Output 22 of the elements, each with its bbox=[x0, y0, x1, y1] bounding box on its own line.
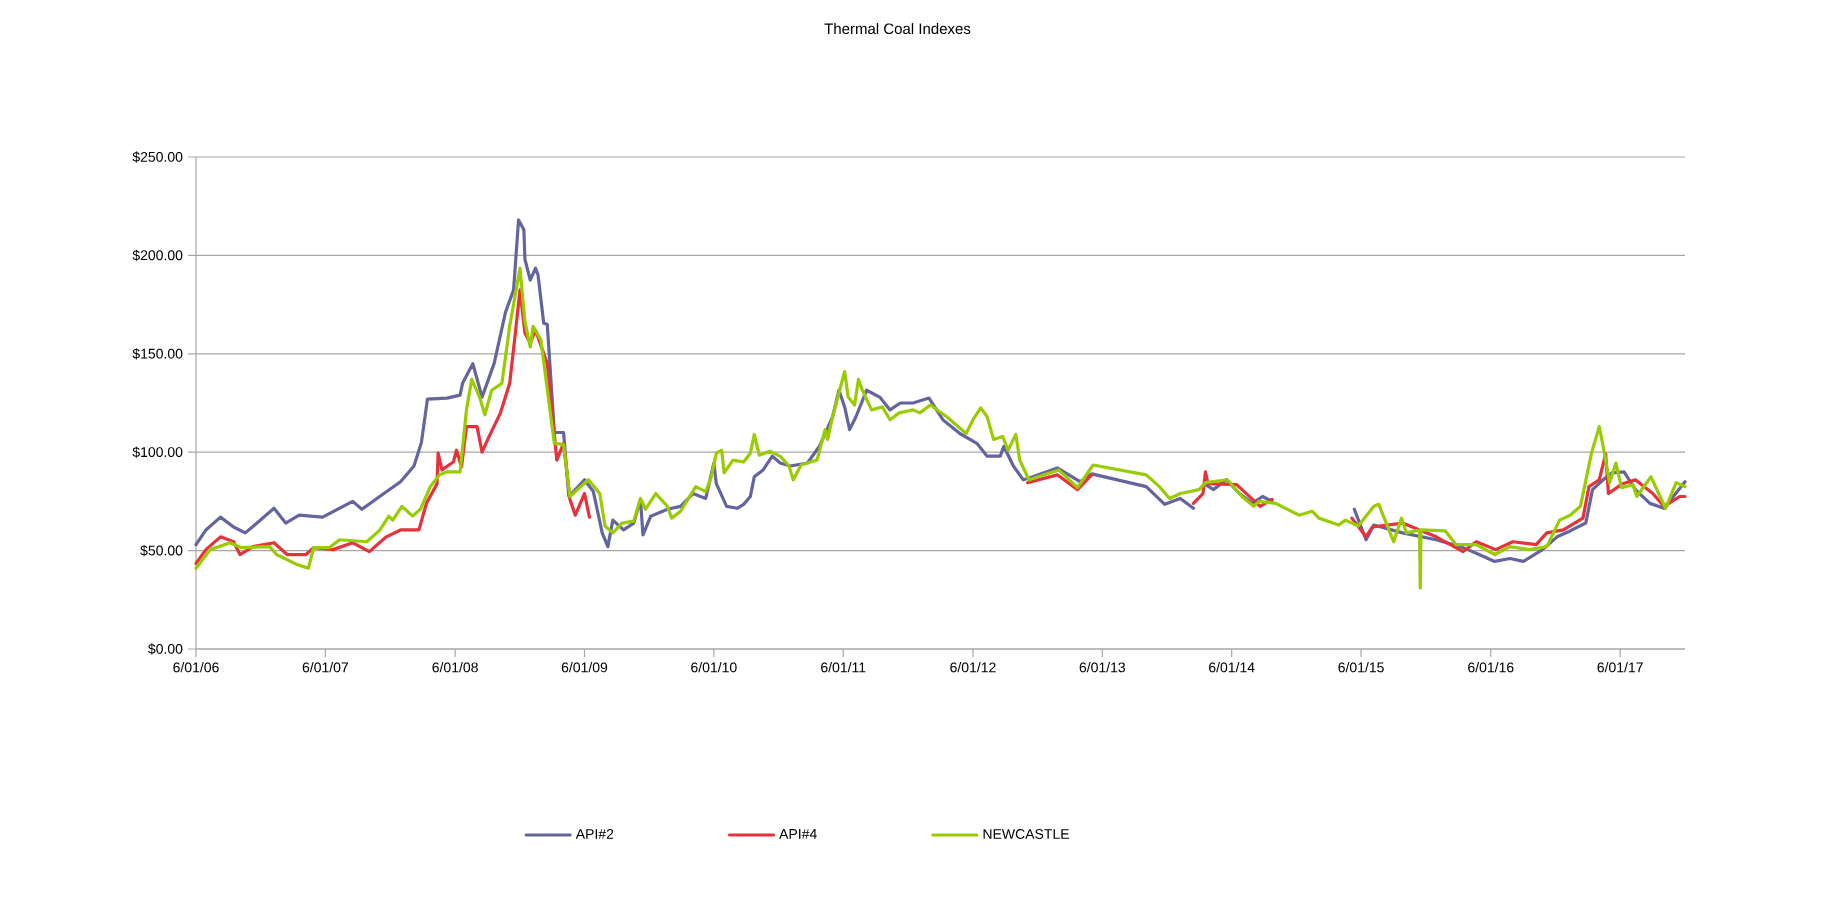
x-tick-label: 6/01/15 bbox=[1338, 662, 1384, 673]
x-tick-label: 6/01/13 bbox=[1079, 662, 1126, 673]
x-tick-label: 6/01/08 bbox=[432, 662, 478, 673]
legend-label: API#4 bbox=[779, 829, 817, 839]
y-tick-label: $150.00 bbox=[132, 348, 183, 360]
x-tick-label: 6/01/16 bbox=[1468, 662, 1514, 673]
y-tick-label: $200.00 bbox=[132, 249, 183, 262]
y-tick-label: $250.00 bbox=[132, 151, 183, 163]
x-tick-label: 6/01/14 bbox=[1209, 662, 1255, 673]
y-tick-label: $50.00 bbox=[140, 544, 183, 557]
x-tick-label: 6/01/12 bbox=[950, 662, 996, 673]
chart-title: Thermal Coal Indexes bbox=[824, 23, 971, 35]
x-tick-label: 6/01/17 bbox=[1597, 662, 1643, 673]
x-tick-label: 6/01/09 bbox=[561, 662, 608, 673]
x-tick-label: 6/01/10 bbox=[691, 662, 737, 673]
legend-label: API#2 bbox=[575, 829, 614, 839]
legend-label: NEWCASTLE bbox=[983, 829, 1069, 839]
x-tick-label: 6/01/11 bbox=[821, 662, 866, 673]
y-tick-label: $100.00 bbox=[132, 446, 183, 458]
x-tick-label: 6/01/06 bbox=[173, 662, 219, 673]
x-tick-label: 6/01/07 bbox=[302, 662, 349, 673]
y-tick-label: $0.00 bbox=[148, 643, 183, 655]
